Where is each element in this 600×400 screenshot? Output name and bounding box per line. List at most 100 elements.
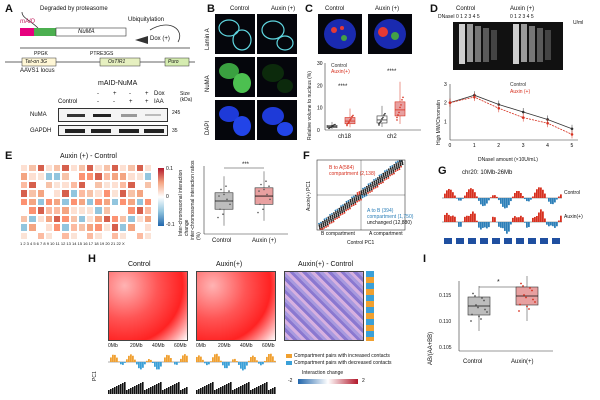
e-scale-label: Inter-chromosomal interaction change <box>178 169 190 236</box>
c-ylabel: Relative volume to nucleus (%) <box>307 71 313 140</box>
i-dot-0-11 <box>471 313 473 316</box>
panel-label-e: E <box>5 150 13 162</box>
c-dot-1-0-6 <box>351 115 353 118</box>
h-signal-bar-1-13 <box>222 386 224 394</box>
h-legend-decreased-swatch <box>286 361 292 365</box>
size-35: 35 <box>172 128 178 134</box>
h-signal-bar-1-25 <box>246 383 248 394</box>
g-bar-auxin-51 <box>544 218 546 222</box>
f-point-253 <box>399 164 402 167</box>
g-bar-auxin-26 <box>494 217 496 222</box>
e-heat-cell <box>20 231 29 240</box>
e-colorbar <box>158 168 164 226</box>
f-point-191 <box>379 180 382 183</box>
f-point-9 <box>321 226 323 229</box>
e-heat-cell <box>61 189 70 198</box>
dox-label: Dox (+) <box>150 36 170 42</box>
f-point-129 <box>359 197 362 200</box>
h-signal-bar-1-37 <box>270 389 272 394</box>
e-heat-cell <box>53 164 62 173</box>
panel-h: Control Auxin(+) Auxin(+) - Control 0Mb … <box>88 253 418 400</box>
e-heat-cell <box>119 214 128 224</box>
e-heat-cell <box>110 223 119 232</box>
f-point-89 <box>346 207 349 209</box>
h-pc1-bar-0-30 <box>168 355 170 362</box>
f-point-13 <box>322 222 325 225</box>
h-signal-bar-1-35 <box>266 382 268 394</box>
h-pc1-bar-0-24 <box>156 362 158 370</box>
panel-c: Control Auxin (+) 0 10 20 30 Control Auxin(… <box>303 0 428 148</box>
f-point-150 <box>366 188 369 191</box>
e-heat-cell <box>102 197 111 207</box>
e-heat-cell <box>102 223 111 232</box>
h-pc1-bar-1-30 <box>256 360 258 362</box>
f-point-73 <box>341 212 344 215</box>
numa-gene-label: NuMA <box>78 29 95 35</box>
ppgk-label: P​PGK <box>34 51 48 57</box>
e-heat-cell <box>94 180 103 190</box>
h-pc1-bar-1-15 <box>226 362 228 369</box>
h-pc1-bar-1-24 <box>244 362 246 370</box>
h-signal-bar-0-33 <box>174 384 176 394</box>
c-dot-1-0-4 <box>347 122 349 125</box>
f-point-257 <box>401 160 403 163</box>
h-col-auxin: Auxin(+) <box>216 261 243 268</box>
g-bar-auxin-36 <box>514 216 516 222</box>
h-signal-bar-0-34 <box>176 383 178 394</box>
e-heat-cell <box>94 214 103 224</box>
f-point-190 <box>379 179 382 182</box>
g-gene-1 <box>456 238 464 244</box>
e-heat-cell <box>127 164 136 173</box>
h-pc1-bar-0-4 <box>116 357 118 362</box>
e-heat-cell <box>28 180 37 190</box>
f-point-104 <box>351 199 354 202</box>
g-bar-control-47 <box>536 189 538 198</box>
ptre-label: PTRE3GS <box>90 51 114 57</box>
f-point-222 <box>389 167 392 170</box>
tet-on-label: Tet-on 3G <box>25 59 48 65</box>
h-signal-bar-0-36 <box>180 390 182 394</box>
g-bar-auxin-59 <box>560 215 562 222</box>
h-pc1-bar-1-6 <box>208 362 210 365</box>
e-heat-cell <box>135 214 144 224</box>
c-dot-1-1-2 <box>400 104 402 106</box>
f-point-230 <box>392 169 395 172</box>
h-diff-heatmap <box>284 271 364 341</box>
f-point-147 <box>365 194 368 197</box>
dapi-auxin-image <box>257 100 297 140</box>
e-heat-cell <box>86 164 95 173</box>
g-bar-control-2 <box>446 190 448 198</box>
i-cat-auxin: Auxin(+) <box>511 359 534 365</box>
g-bar-control-21 <box>484 198 486 206</box>
f-point-133 <box>361 193 363 196</box>
h-signal-bar-1-8 <box>212 382 214 394</box>
h-diff-pc1-side <box>366 271 374 341</box>
f-point-71 <box>341 209 343 212</box>
g-bar-auxin-17 <box>476 220 478 222</box>
f-point-57 <box>336 208 339 211</box>
h-signal-bar-1-32 <box>260 385 262 394</box>
panel-a: Degraded by proteasome Ubiquitylation mA… <box>0 0 205 148</box>
e-heat-cell <box>20 197 29 207</box>
f-point-246 <box>397 163 400 166</box>
d-col-auxin: Auxin (+) <box>510 6 535 12</box>
f-a-to-b: A to B (394) <box>367 208 394 214</box>
f-point-254 <box>400 165 402 168</box>
i-ytick-105: 0.105 <box>439 345 452 351</box>
h-signal-bar-0-22 <box>152 386 154 394</box>
h-signal-bar-1-22 <box>240 386 242 394</box>
g-bar-auxin-13 <box>468 215 470 222</box>
b-col-control: Control <box>230 6 250 12</box>
f-point-149 <box>366 187 369 190</box>
i-dot-0-9 <box>477 306 479 309</box>
e-heat-cell <box>44 231 53 240</box>
dox-sign-1: - <box>97 91 99 97</box>
g-bar-control-12 <box>466 192 468 198</box>
g-bar-auxin-8 <box>458 222 460 227</box>
f-point-81 <box>344 204 347 207</box>
h-signal-bar-0-24 <box>156 384 158 394</box>
g-row-auxin: Auxin(+) <box>564 214 583 220</box>
h-pc1-bar-0-19 <box>146 360 148 362</box>
h-signal-bar-1-28 <box>252 389 254 394</box>
h-signal-bar-0-13 <box>134 386 136 394</box>
